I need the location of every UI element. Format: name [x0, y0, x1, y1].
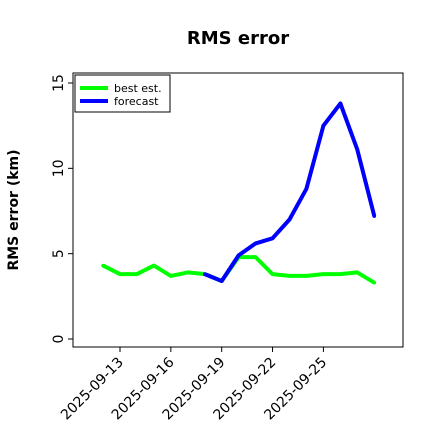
series-layer — [101, 101, 377, 285]
data-point — [135, 272, 139, 276]
data-point — [101, 263, 105, 268]
data-point — [270, 272, 275, 276]
data-point — [152, 263, 156, 268]
series-line-best-est — [102, 255, 376, 285]
legend-label: best est. — [114, 82, 162, 95]
data-point — [304, 274, 309, 278]
data-point — [287, 274, 292, 278]
x-axis: 2025-09-132025-09-162025-09-192025-09-22… — [58, 347, 330, 423]
data-point — [118, 272, 122, 276]
data-point — [270, 236, 275, 241]
data-point — [355, 270, 360, 275]
legend-box — [74, 74, 171, 113]
legend: best est.forecast — [74, 74, 171, 113]
legend-label: forecast — [114, 95, 159, 108]
data-point — [355, 147, 360, 152]
data-point — [287, 217, 292, 222]
data-point — [186, 270, 190, 275]
y-axis: 0 5 10 15 — [51, 74, 73, 343]
data-point — [321, 123, 326, 128]
data-point — [253, 255, 258, 259]
chart-title: RMS error — [187, 28, 289, 49]
y-tick-label: 10 — [51, 159, 67, 177]
y-tick-label: 15 — [51, 74, 67, 92]
data-point — [338, 101, 343, 106]
data-point — [338, 272, 343, 276]
data-point — [169, 274, 173, 278]
data-point — [253, 241, 258, 246]
series-line-forecast — [204, 101, 377, 283]
data-point — [236, 253, 241, 258]
y-axis-label: RMS error (km) — [6, 149, 22, 270]
y-tick-label: 5 — [51, 249, 67, 258]
data-point — [219, 279, 224, 283]
y-tick-label: 0 — [51, 335, 67, 344]
data-point — [321, 272, 326, 276]
data-point — [372, 280, 377, 285]
data-point — [304, 187, 309, 191]
plot-area-frame — [72, 72, 404, 348]
data-point — [202, 272, 207, 276]
data-point — [372, 214, 377, 218]
